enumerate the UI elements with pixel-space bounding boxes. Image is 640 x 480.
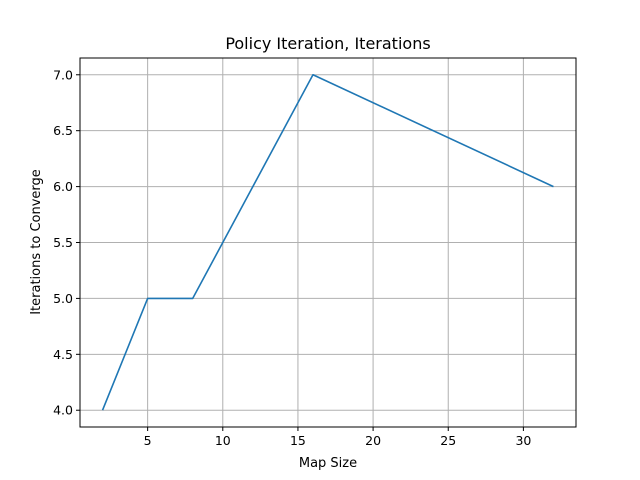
series-layer xyxy=(101,73,554,411)
x-tick-label: 25 xyxy=(440,433,456,448)
y-tick-label: 4.5 xyxy=(53,347,73,362)
chart-title: Policy Iteration, Iterations xyxy=(225,34,430,53)
x-tick-label: 30 xyxy=(515,433,531,448)
y-axis-label: Iterations to Converge xyxy=(29,169,44,315)
series-line xyxy=(101,73,554,411)
x-tick-label: 20 xyxy=(365,433,381,448)
x-tick-label: 5 xyxy=(144,433,152,448)
x-tick-label: 10 xyxy=(215,433,231,448)
y-tick-label: 4.0 xyxy=(53,403,73,418)
y-tick-label: 5.5 xyxy=(53,235,73,250)
x-tick-label: 15 xyxy=(290,433,306,448)
y-tick-label: 6.0 xyxy=(53,179,73,194)
y-tick-label: 6.5 xyxy=(53,123,73,138)
y-tick-label: 7.0 xyxy=(53,67,73,82)
x-axis-label: Map Size xyxy=(299,456,357,471)
grid-layer xyxy=(80,58,576,427)
tick-layer: 5 10 15 20 25 30 4.0 4.5 5.0 5.5 6.0 6.5 7.0 xyxy=(53,67,531,448)
y-tick-label: 5.0 xyxy=(53,291,73,306)
